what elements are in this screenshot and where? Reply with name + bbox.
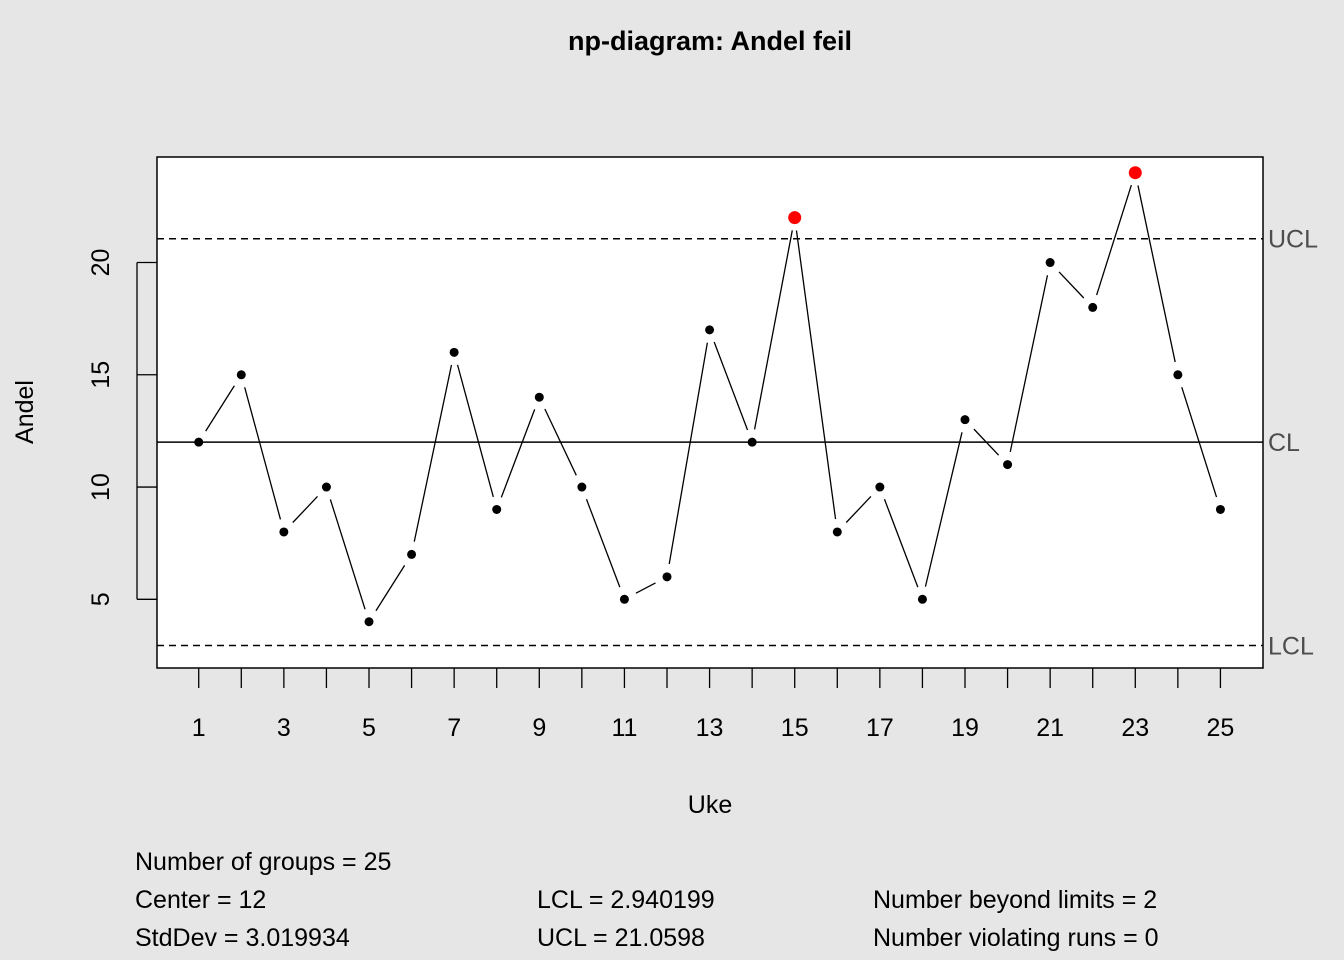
data-point bbox=[534, 392, 544, 402]
y-axis: 5 10 15 20 bbox=[87, 249, 157, 606]
plot-area bbox=[156, 156, 1264, 669]
data-line-segment bbox=[329, 499, 366, 610]
data-points bbox=[194, 166, 1225, 627]
data-point bbox=[960, 415, 970, 425]
data-point bbox=[321, 482, 331, 492]
x-tick-label: 13 bbox=[696, 714, 724, 742]
stat-violating-runs: Number violating runs = 0 bbox=[873, 924, 1159, 952]
data-line-segment bbox=[1137, 185, 1176, 363]
data-line-segment bbox=[500, 409, 536, 498]
data-point bbox=[236, 370, 246, 380]
x-tick-label: 11 bbox=[611, 714, 637, 742]
data-line-segment bbox=[973, 428, 1000, 456]
x-axis: 1 3 5 7 9 11 13 15 17 19 21 23 25 bbox=[192, 668, 1235, 742]
y-axis-label: Andel bbox=[11, 380, 39, 444]
data-line-segment bbox=[753, 230, 793, 430]
data-line-segment bbox=[244, 387, 282, 520]
stat-stddev: StdDev = 3.019934 bbox=[135, 924, 350, 952]
data-point bbox=[407, 549, 417, 559]
data-line-segment bbox=[585, 498, 621, 588]
data-line-segment bbox=[413, 364, 453, 542]
control-limits: UCL CL LCL bbox=[157, 226, 1318, 661]
data-point bbox=[1045, 258, 1055, 268]
data-line-segment bbox=[1181, 386, 1218, 498]
stats-column-2: LCL = 2.940199 UCL = 21.0598 bbox=[537, 881, 715, 957]
data-point bbox=[1215, 504, 1225, 514]
data-point bbox=[705, 325, 715, 335]
x-tick-label: 25 bbox=[1207, 714, 1235, 742]
data-line-segment bbox=[635, 582, 656, 594]
data-point bbox=[492, 504, 502, 514]
data-point bbox=[619, 594, 629, 604]
data-point bbox=[364, 617, 374, 627]
data-line-segment bbox=[1009, 275, 1049, 453]
data-point bbox=[747, 437, 757, 447]
stat-beyond-limits: Number beyond limits = 2 bbox=[873, 886, 1158, 914]
data-line-segment bbox=[883, 498, 919, 588]
data-line-segment bbox=[1096, 184, 1132, 296]
stat-ucl: UCL = 21.0598 bbox=[537, 924, 705, 952]
lcl-label: LCL bbox=[1268, 633, 1314, 661]
x-tick-label: 19 bbox=[951, 714, 979, 742]
data-point bbox=[1088, 302, 1098, 312]
data-point bbox=[832, 527, 842, 537]
data-line-segment bbox=[713, 341, 749, 431]
x-tick-label: 9 bbox=[532, 714, 546, 742]
data-point bbox=[875, 482, 885, 492]
data-line-segment bbox=[1058, 271, 1085, 299]
y-tick-label: 15 bbox=[87, 361, 115, 389]
ucl-label: UCL bbox=[1268, 226, 1318, 254]
x-tick-label: 15 bbox=[781, 714, 809, 742]
data-line-segment bbox=[795, 230, 837, 520]
data-line-segment bbox=[205, 385, 235, 432]
chart-title: np-diagram: Andel feil bbox=[568, 26, 852, 56]
data-point bbox=[917, 594, 927, 604]
x-tick-label: 17 bbox=[866, 714, 894, 742]
x-tick-label: 5 bbox=[362, 714, 376, 742]
data-point bbox=[1003, 460, 1013, 470]
data-point bbox=[449, 347, 459, 357]
data-line-segment bbox=[292, 496, 318, 523]
data-point-out-of-control bbox=[1128, 166, 1142, 180]
stat-number-of-groups: Number of groups = 25 bbox=[135, 848, 392, 876]
stats-column-1: Number of groups = 25 Center = 12 StdDev… bbox=[135, 843, 391, 957]
x-tick-label: 1 bbox=[192, 714, 206, 742]
data-line-segment bbox=[375, 565, 406, 612]
x-tick-label: 23 bbox=[1121, 714, 1149, 742]
data-line-segment bbox=[668, 342, 709, 565]
data-point bbox=[662, 572, 672, 582]
stats-column-3: Number beyond limits = 2 Number violatin… bbox=[873, 881, 1159, 957]
stat-lcl: LCL = 2.940199 bbox=[537, 886, 715, 914]
data-line-segment bbox=[924, 432, 963, 587]
data-line-segment bbox=[544, 408, 577, 476]
data-point bbox=[577, 482, 587, 492]
x-tick-label: 3 bbox=[277, 714, 291, 742]
stat-center: Center = 12 bbox=[135, 886, 267, 914]
data-line-segment bbox=[845, 496, 872, 523]
x-tick-label: 7 bbox=[447, 714, 461, 742]
y-tick-label: 10 bbox=[87, 473, 115, 501]
data-point bbox=[1173, 370, 1183, 380]
data-point bbox=[279, 527, 289, 537]
data-point bbox=[194, 437, 204, 447]
x-axis-label: Uke bbox=[688, 791, 732, 819]
x-tick-label: 21 bbox=[1036, 714, 1064, 742]
y-tick-label: 5 bbox=[87, 592, 115, 606]
data-point-out-of-control bbox=[788, 211, 802, 225]
data-line bbox=[205, 184, 1218, 612]
cl-label: CL bbox=[1268, 429, 1300, 457]
y-tick-label: 20 bbox=[87, 249, 115, 277]
data-line-segment bbox=[456, 364, 494, 498]
